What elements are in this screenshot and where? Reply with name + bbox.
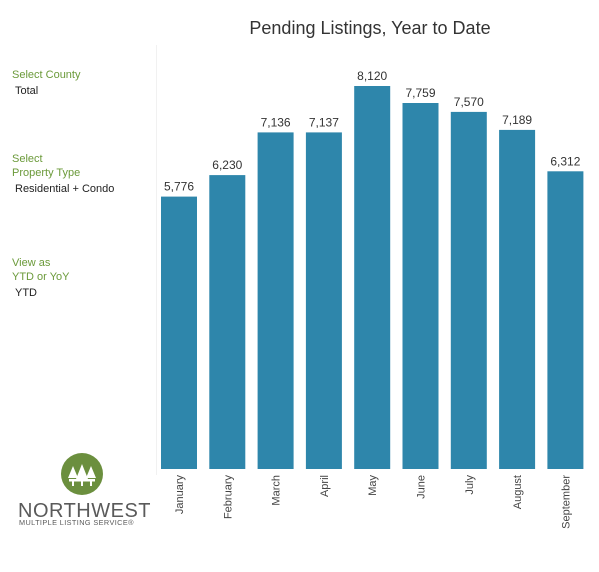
bar-group: [161, 86, 584, 470]
tick-label-may: May: [367, 475, 379, 496]
bar-august[interactable]: [499, 129, 536, 469]
value-label-july: 7,570: [454, 95, 484, 109]
tick-label-june: June: [416, 475, 428, 499]
view-filter-value[interactable]: YTD: [15, 287, 37, 299]
view-filter[interactable]: View as YTD or YoY YTD: [12, 256, 69, 300]
value-label-group: 5,776 6,230 7,136 7,137 8,120 7,759 7,570 7,189…: [164, 69, 581, 194]
sidebar-divider: [156, 45, 157, 475]
bar-january[interactable]: [161, 196, 197, 469]
value-label-june: 7,759: [405, 86, 435, 100]
property-type-filter[interactable]: Select Property Type Residential + Condo: [12, 152, 114, 196]
value-label-february: 6,230: [212, 158, 242, 172]
tick-label-march: March: [271, 475, 283, 506]
tick-label-april: April: [319, 475, 331, 497]
tick-label-february: February: [222, 475, 234, 520]
tick-label-september: September: [560, 475, 572, 529]
property-type-filter-label-line1: Select: [12, 153, 43, 165]
filter-sidebar: Select County Total Select Property Type…: [0, 0, 152, 572]
view-filter-label-line1: View as: [12, 257, 51, 269]
county-filter-value[interactable]: Total: [15, 85, 39, 97]
tick-label-august: August: [512, 475, 524, 509]
nwmls-logo: NORTHWEST MULTIPLE LISTING SERVICE®: [18, 452, 152, 532]
bar-may[interactable]: [354, 86, 391, 469]
trees-emblem-icon: [61, 453, 103, 495]
bar-april[interactable]: [305, 132, 342, 469]
view-filter-label-line2: YTD or YoY: [12, 271, 70, 283]
bar-march[interactable]: [257, 132, 294, 469]
tick-label-group: January February March April May June July Augu…: [174, 475, 572, 529]
tick-label-july: July: [464, 475, 476, 495]
value-label-may: 8,120: [357, 69, 387, 83]
logo-name: NORTHWEST: [18, 500, 152, 522]
value-label-march: 7,136: [261, 115, 291, 129]
chart-title: Pending Listings, Year to Date: [249, 18, 491, 38]
county-filter[interactable]: Select County Total: [12, 68, 80, 98]
bar-july[interactable]: [450, 111, 487, 470]
property-type-filter-value[interactable]: Residential + Condo: [15, 183, 115, 195]
bar-september[interactable]: [547, 171, 584, 470]
county-filter-label: Select County: [12, 69, 81, 81]
logo-subtitle: MULTIPLE LISTING SERVICE®: [19, 518, 134, 527]
value-label-january: 5,776: [164, 180, 194, 194]
value-label-august: 7,189: [502, 113, 532, 127]
property-type-filter-label-line2: Property Type: [12, 167, 81, 179]
bar-june[interactable]: [402, 103, 439, 469]
tick-label-january: January: [174, 475, 186, 515]
bar-february[interactable]: [209, 175, 246, 469]
value-label-april: 7,137: [309, 115, 339, 129]
value-label-september: 6,312: [550, 154, 580, 168]
